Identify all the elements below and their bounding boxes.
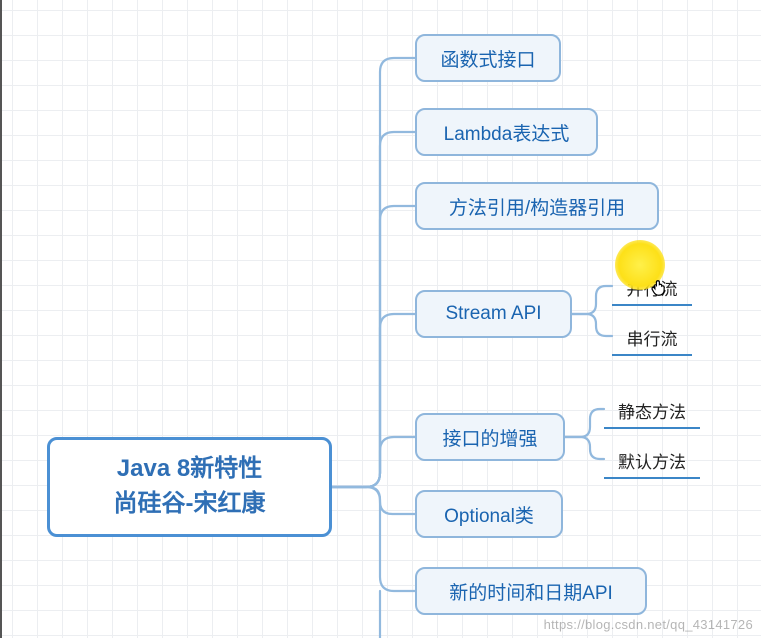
child-node-c7[interactable]: 新的时间和日期API: [415, 567, 647, 615]
mindmap-canvas[interactable]: Java 8新特性 尚硅谷-宋红康 函数式接口 Lambda表达式方法引用/构造器引…: [0, 0, 761, 638]
leaf-node-c5l2[interactable]: 默认方法: [608, 448, 696, 473]
child-node-c3[interactable]: 方法引用/构造器引用: [415, 182, 659, 230]
root-node[interactable]: Java 8新特性 尚硅谷-宋红康: [47, 437, 332, 537]
leaf-node-c4l2[interactable]: 串行流: [616, 325, 688, 350]
leaf-node-c5l1[interactable]: 静态方法: [608, 398, 696, 423]
child-node-c5[interactable]: 接口的增强: [415, 413, 565, 461]
child-node-c2[interactable]: Lambda表达式: [415, 108, 598, 156]
cursor-grab-icon: [648, 276, 670, 298]
connector-lines: [2, 0, 761, 638]
child-node-c6[interactable]: Optional类: [415, 490, 563, 538]
watermark-text: https://blog.csdn.net/qq_43141726: [544, 617, 753, 632]
child-node-c4[interactable]: Stream API: [415, 290, 572, 338]
child-node-c1[interactable]: 函数式接口: [415, 34, 561, 82]
